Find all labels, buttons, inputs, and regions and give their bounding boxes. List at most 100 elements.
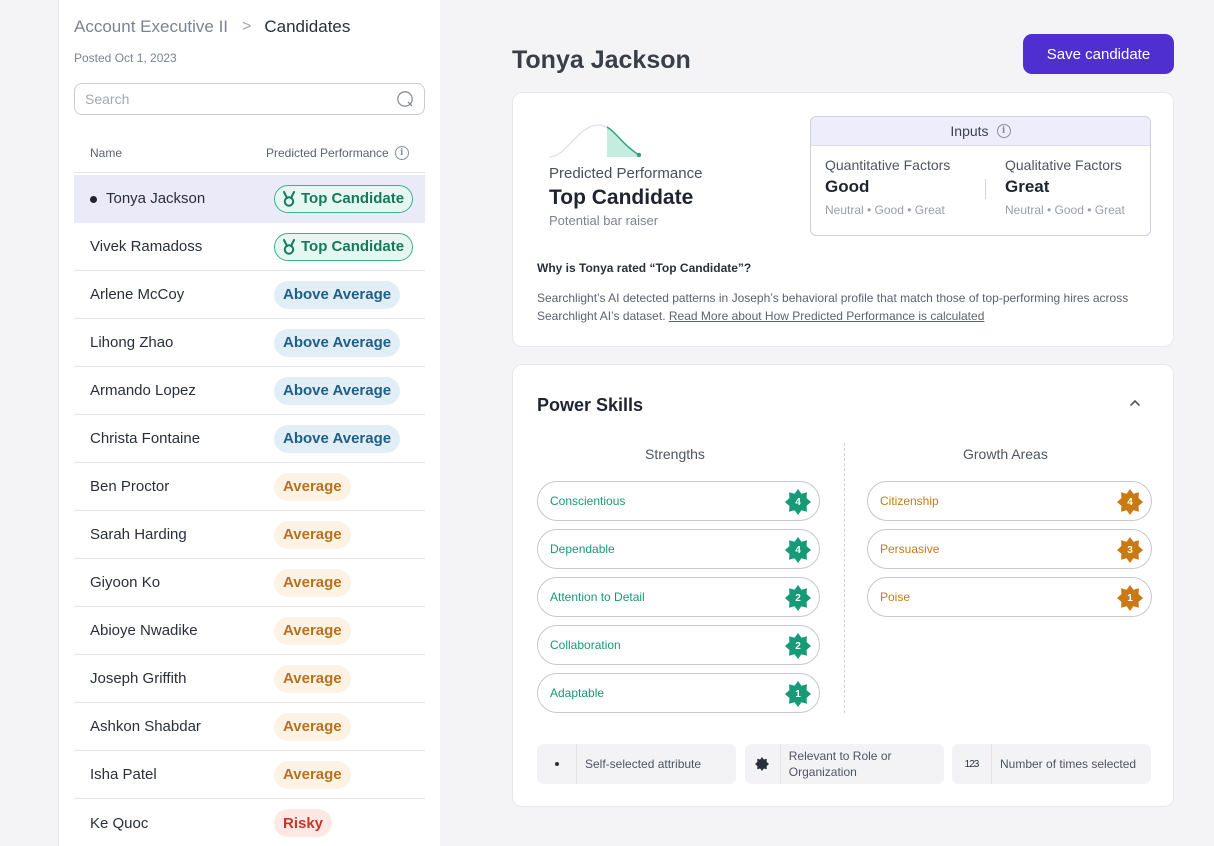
quant-scale: Neutral • Good • Great (825, 203, 945, 217)
predicted-performance-card: Predicted Performance Top Candidate Pote… (512, 92, 1174, 347)
candidate-row[interactable]: Giyoon Ko Average (74, 559, 425, 607)
rating-label: Top Candidate (301, 238, 405, 255)
quant-label: Quantitative Factors (825, 157, 951, 173)
candidate-row[interactable]: Vivek Ramadoss Top Candidate (74, 223, 425, 271)
inputs-header: Inputs i (811, 117, 1150, 146)
rating-badge: Average (274, 472, 351, 501)
pp-value: Top Candidate (549, 186, 694, 209)
qual-scale: Neutral • Good • Great (1005, 203, 1125, 217)
power-skills-title: Power Skills (537, 395, 644, 415)
posted-date: Posted Oct 1, 2023 (74, 51, 177, 65)
search-input[interactable] (85, 91, 396, 107)
power-skills-card: Power Skills Strengths Growth Areas Cons… (512, 364, 1174, 807)
pp-subtitle: Potential bar raiser (549, 213, 659, 228)
breadcrumb: Account Executive II > Candidates (74, 17, 350, 37)
rating-badge: Above Average (274, 328, 401, 357)
candidate-name: Tonya Jackson (106, 190, 206, 207)
rating-label: Average (283, 718, 342, 735)
qual-label: Qualitative Factors (1005, 157, 1122, 173)
candidate-row[interactable]: Isha Patel Average (74, 751, 425, 799)
burst-icon: 2 (785, 633, 811, 659)
burst-icon: 4 (785, 489, 811, 515)
legend-count: 123 Number of times selected (952, 744, 1151, 784)
table-header: Name Predicted Performance i (74, 133, 425, 173)
info-icon[interactable]: i (996, 124, 1011, 138)
skill-pill[interactable]: Persuasive 3 (867, 529, 1152, 569)
skill-label: Citizenship (880, 494, 939, 508)
rating-badge: Average (274, 664, 351, 693)
skill-count: 4 (795, 544, 801, 556)
inputs-title: Inputs (950, 123, 989, 139)
rating-label: Average (283, 478, 342, 495)
medal-icon (283, 190, 295, 207)
candidate-row[interactable]: Ashkon Shabdar Average (74, 703, 425, 751)
skill-pill[interactable]: Citizenship 4 (867, 481, 1152, 521)
candidate-name: Ke Quoc (90, 814, 149, 832)
column-name[interactable]: Name (90, 145, 123, 160)
divider (985, 179, 986, 199)
pp-label: Predicted Performance (549, 165, 703, 182)
save-candidate-button[interactable]: Save candidate (1023, 34, 1174, 74)
quant-value: Good (825, 177, 870, 196)
candidate-row[interactable]: Armando Lopez Above Average (74, 367, 425, 415)
rating-badge: Average (274, 616, 351, 645)
skill-label: Persuasive (880, 542, 940, 556)
rating-badge: Top Candidate (274, 184, 414, 213)
growth-areas-title: Growth Areas (963, 446, 1048, 462)
rating-badge: Above Average (274, 280, 401, 309)
qualitative-factors: Qualitative Factors Great Neutral • Good… (1005, 157, 1125, 217)
skill-pill[interactable]: Adaptable 1 (537, 673, 820, 713)
rating-label: Average (283, 574, 342, 591)
candidate-row[interactable]: Arlene McCoy Above Average (74, 271, 425, 319)
skill-count: 1 (1127, 592, 1133, 604)
column-predicted-performance[interactable]: Predicted Performance i (266, 145, 409, 160)
candidates-panel: Account Executive II > Candidates Posted… (58, 0, 440, 846)
skill-pill[interactable]: Conscientious 4 (537, 481, 820, 521)
rating-badge: Top Candidate (274, 232, 414, 261)
medal-icon (283, 238, 295, 255)
rating-label: Top Candidate (301, 190, 405, 207)
candidate-row[interactable]: Ke Quoc Risky (74, 799, 425, 846)
candidate-row[interactable]: Ben Proctor Average (74, 463, 425, 511)
rating-badge: Above Average (274, 424, 401, 453)
legend-self-selected: Self-selected attribute (537, 744, 736, 784)
why-explanation: Searchlight’s AI detected patterns in Jo… (537, 289, 1137, 325)
candidate-row[interactable]: Lihong Zhao Above Average (74, 319, 425, 367)
skill-pill[interactable]: Poise 1 (867, 577, 1152, 617)
info-icon[interactable]: i (394, 145, 409, 160)
burst-icon (745, 744, 781, 784)
candidate-name: Ashkon Shabdar (90, 718, 201, 735)
skill-label: Collaboration (550, 638, 621, 652)
chevron-up-icon[interactable] (1127, 395, 1143, 411)
burst-icon: 1 (785, 681, 811, 707)
skill-count: 2 (795, 640, 801, 652)
skill-pill[interactable]: Collaboration 2 (537, 625, 820, 665)
rating-badge: Average (274, 760, 351, 789)
legend-text: Number of times selected (1000, 757, 1137, 771)
search-box[interactable] (74, 83, 425, 115)
rating-label: Above Average (283, 334, 392, 351)
candidate-row[interactable]: Christa Fontaine Above Average (74, 415, 425, 463)
skill-pill[interactable]: Attention to Detail 2 (537, 577, 820, 617)
candidate-name: Arlene McCoy (90, 286, 185, 303)
skill-count: 2 (795, 592, 801, 604)
candidate-row[interactable]: Tonya Jackson Top Candidate (74, 175, 425, 223)
legend-relevant: Relevant to Role or Organization (745, 744, 944, 784)
strengths-title: Strengths (645, 446, 705, 462)
read-more-link[interactable]: Read More about How Predicted Performanc… (668, 309, 985, 323)
candidate-row[interactable]: Sarah Harding Average (74, 511, 425, 559)
rating-badge: Risky (274, 809, 333, 837)
candidate-row[interactable]: Abioye Nwadike Average (74, 607, 425, 655)
skill-pill[interactable]: Dependable 4 (537, 529, 820, 569)
search-icon[interactable] (396, 90, 414, 108)
candidate-name: Lihong Zhao (90, 334, 174, 351)
breadcrumb-parent[interactable]: Account Executive II (74, 17, 229, 36)
candidate-name: Giyoon Ko (90, 574, 161, 591)
candidate-row[interactable]: Joseph Griffith Average (74, 655, 425, 703)
rating-badge: Above Average (274, 376, 401, 405)
candidate-list: Tonya Jackson Top Candidate Vivek Ramadoss… (74, 175, 425, 846)
candidate-name: Isha Patel (90, 766, 157, 783)
rating-label: Above Average (283, 286, 392, 303)
legend-text: Self-selected attribute (585, 757, 702, 771)
burst-icon: 2 (785, 585, 811, 611)
